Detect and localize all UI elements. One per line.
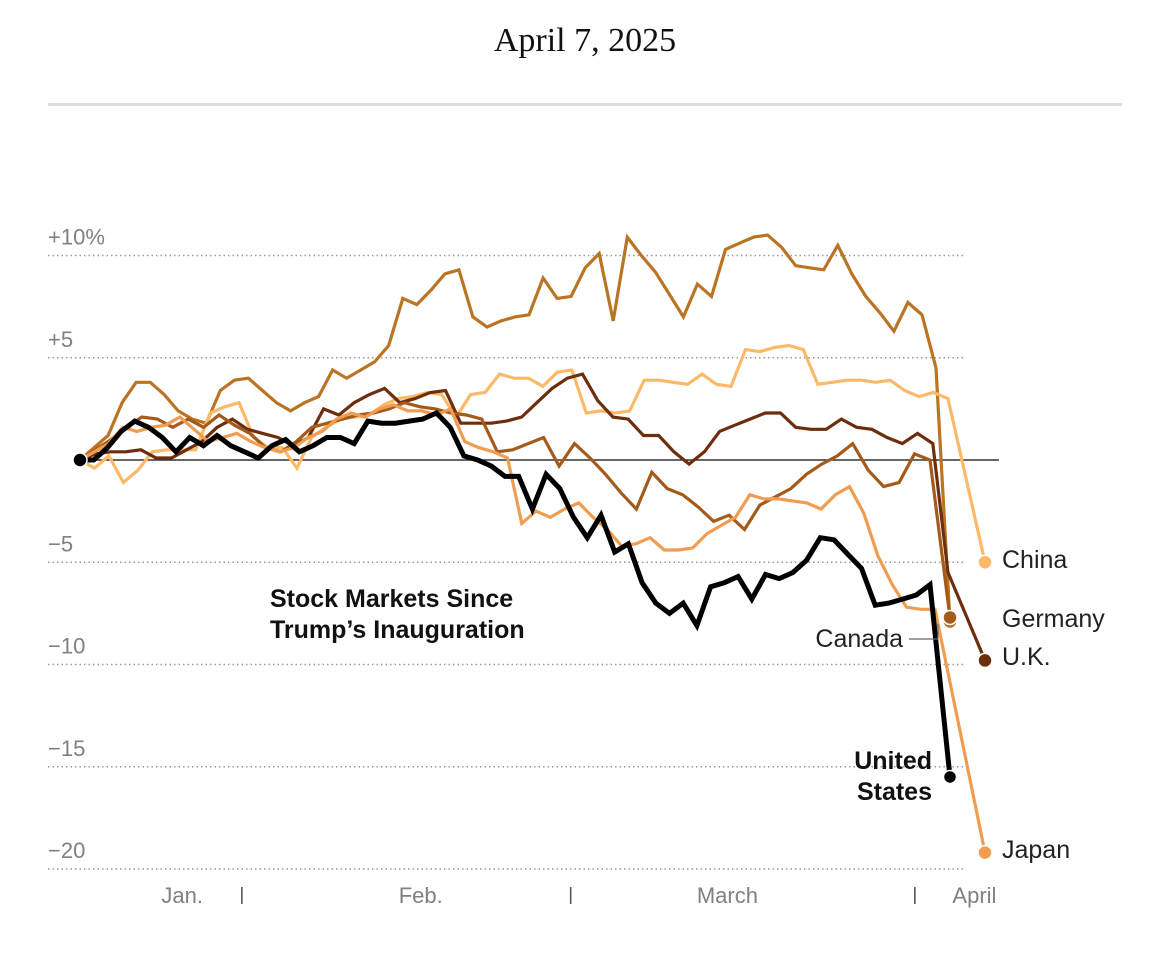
y-tick-label: +10% xyxy=(48,225,105,250)
end-markers xyxy=(72,452,993,861)
chart-title-line-2: Trump’s Inauguration xyxy=(270,616,525,644)
x-tick-label: March xyxy=(697,883,758,908)
label-japan: Japan xyxy=(1002,836,1070,864)
label-china: China xyxy=(1002,546,1067,574)
series-line-china xyxy=(78,343,987,564)
label-united: United xyxy=(854,747,932,775)
y-tick-label: −20 xyxy=(48,838,85,863)
header-rule xyxy=(48,103,1122,106)
x-axis-ticks: Jan. Feb. March April xyxy=(161,883,996,908)
y-tick-label: +5 xyxy=(48,327,73,352)
start-marker xyxy=(72,452,88,468)
canada-leader-line xyxy=(909,624,939,640)
end-marker-u-k xyxy=(977,652,993,669)
date-heading: April 7, 2025 xyxy=(493,22,677,59)
x-tick-label: Jan. xyxy=(161,883,203,908)
series-line-canada xyxy=(78,401,952,620)
series-line-germany xyxy=(78,233,952,624)
end-marker-china xyxy=(977,554,993,570)
label-canada: Canada xyxy=(815,625,903,653)
end-marker-united-states xyxy=(942,769,958,785)
y-tick-label: −10 xyxy=(48,634,85,659)
grid-lines xyxy=(48,254,999,870)
label-germany: Germany xyxy=(1002,605,1105,633)
x-tick-label: Feb. xyxy=(399,883,443,908)
y-tick-label: −5 xyxy=(48,531,73,556)
end-marker-japan xyxy=(977,844,993,861)
y-axis-ticks: +10% +5 −5 −10 −15 −20 xyxy=(48,225,105,864)
label-states: States xyxy=(857,778,932,806)
series-line-united-states xyxy=(77,410,953,780)
series-lines xyxy=(77,233,987,855)
label-uk: U.K. xyxy=(1002,643,1051,671)
x-tick-label: April xyxy=(952,883,996,908)
series-line-japan xyxy=(78,403,987,855)
y-tick-label: −15 xyxy=(48,736,85,761)
end-marker-canada xyxy=(942,609,958,626)
chart-title-line-1: Stock Markets Since xyxy=(270,585,513,613)
